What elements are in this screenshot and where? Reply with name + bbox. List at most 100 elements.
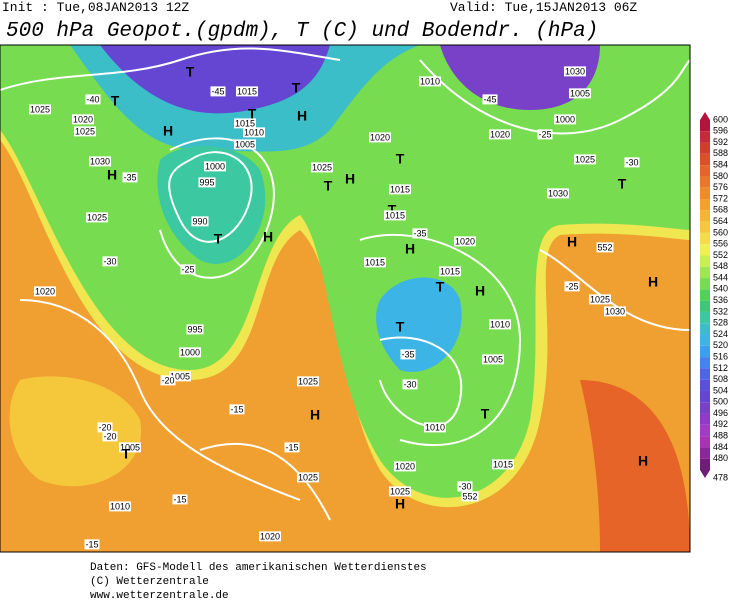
contour-label: 1025: [298, 472, 318, 482]
contour-label: 990: [192, 216, 207, 226]
legend-swatch: [700, 334, 710, 346]
footer-line: www.wetterzentrale.de: [90, 590, 229, 600]
contour-label: 1015: [385, 210, 405, 220]
contour-label-box: [168, 371, 192, 382]
color-legend: 6005965925885845805765725685645605565525…: [700, 112, 728, 482]
contour-label-box: [203, 161, 227, 172]
contour-label: -40: [86, 94, 99, 104]
legend-swatch: [700, 447, 710, 459]
contour-label-box: [363, 257, 387, 268]
contour-label: 1020: [395, 461, 415, 471]
contour-label-box: [423, 422, 447, 433]
map-frame: [0, 44, 691, 553]
contour-label: -30: [458, 481, 471, 491]
legend-swatch: [700, 323, 710, 335]
pressure-center: H: [310, 407, 320, 423]
contour-label-box: [563, 66, 587, 77]
contour-label-box: [233, 139, 257, 150]
pressure-center: H: [345, 171, 355, 187]
contour-label-box: [71, 114, 95, 125]
legend-label: 568: [713, 205, 728, 215]
legend-swatch: [700, 345, 710, 358]
contour-label-box: [229, 404, 245, 415]
contour-label-box: [73, 126, 97, 137]
contour-label-box: [310, 162, 334, 173]
legend-swatch: [700, 131, 710, 143]
contour-label: 1025: [312, 162, 332, 172]
contour-label-box: [461, 491, 479, 502]
contour-label: -20: [103, 431, 116, 441]
contour-label-box: [108, 501, 132, 512]
contour-label-box: [393, 461, 417, 472]
legend-swatch: [700, 142, 710, 154]
pressure-center: T: [111, 93, 120, 109]
contour-label: 1000: [205, 161, 225, 171]
legend-label: 580: [713, 171, 728, 181]
legend-swatch: [700, 210, 710, 222]
contour-label: 995: [187, 324, 202, 334]
legend-swatch: [700, 424, 710, 437]
legend-label: 544: [713, 272, 728, 282]
footer-line: (C) Wetterzentrale: [90, 576, 209, 588]
legend-label: 600: [713, 114, 728, 124]
pressure-center: T: [248, 106, 257, 122]
contour-label-box: [537, 129, 553, 140]
contour-label: -20: [98, 422, 111, 432]
legend-label: 512: [713, 363, 728, 373]
contour-label: 995: [199, 177, 214, 187]
legend-swatch: [700, 187, 710, 200]
legend-arrow: [700, 112, 710, 120]
pressure-center: T: [436, 279, 445, 295]
contour-label: 1020: [260, 531, 280, 541]
pressure-center: H: [163, 123, 173, 139]
pressure-center: T: [396, 319, 405, 335]
pressure-center: H: [297, 108, 307, 124]
legend-label: 480: [713, 453, 728, 463]
init-time: Init : Tue,08JAN2013 12Z: [2, 0, 189, 15]
legend-swatch: [700, 232, 710, 245]
contour-label-box: [118, 442, 142, 453]
contour-label: 1005: [120, 442, 140, 452]
contour-label-box: [178, 347, 202, 358]
contour-label: 1010: [425, 422, 445, 432]
contour-label: 1005: [483, 354, 503, 364]
legend-label: 572: [713, 193, 728, 203]
contour-label-box: [88, 156, 112, 167]
contour-label-box: [438, 266, 462, 277]
contour-label: 1020: [73, 114, 93, 124]
contour-label-box: [296, 376, 320, 387]
contour-label-box: [33, 286, 57, 297]
contour-label: -25: [565, 281, 578, 291]
legend-swatch: [700, 255, 710, 267]
pressure-center: H: [405, 241, 415, 257]
contour-label-box: [235, 86, 259, 97]
pressure-center: H: [648, 274, 658, 290]
contour-label: -15: [285, 442, 298, 452]
contour-label-box: [284, 442, 300, 453]
legend-label: 524: [713, 329, 728, 339]
legend-arrow: [700, 470, 710, 478]
contour-label: 1015: [493, 459, 513, 469]
legend-swatch: [700, 244, 710, 256]
pressure-center: T: [214, 231, 223, 247]
contour-label: 1020: [370, 132, 390, 142]
contour-label: 1015: [440, 266, 460, 276]
contour-label-box: [488, 129, 512, 140]
legend-label: 488: [713, 431, 728, 441]
legend-label: 536: [713, 295, 728, 305]
contour-label-box: [400, 349, 416, 360]
contour-label: 1010: [244, 127, 264, 137]
contour-label-box: [233, 118, 257, 129]
contour-label: 1025: [298, 376, 318, 386]
contour-label: 1025: [87, 212, 107, 222]
contour-label-box: [573, 154, 597, 165]
contour-label: 1015: [390, 184, 410, 194]
contour-label: 552: [462, 491, 477, 501]
contour-label-box: [568, 88, 592, 99]
pressure-center: T: [186, 64, 195, 80]
contour-label: 1025: [575, 154, 595, 164]
contour-label: 1015: [237, 86, 257, 96]
contour-label: 1010: [490, 319, 510, 329]
